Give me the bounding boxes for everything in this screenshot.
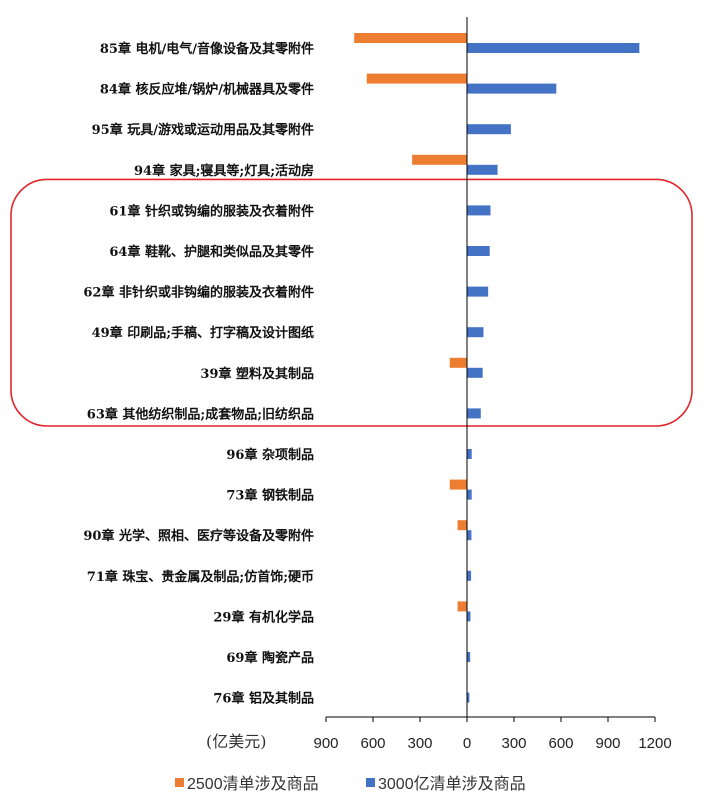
category-label: 71章 珠宝、贵金属及制品;仿首饰;硬币 — [87, 569, 314, 585]
bar-3000-list — [467, 489, 472, 500]
category-label: 90章 光学、照相、医疗等设备及零附件 — [83, 528, 314, 544]
bar-3000-list — [467, 611, 471, 622]
x-tick-label: 900 — [595, 735, 620, 752]
category-label: 29章 有机化学品 — [213, 609, 314, 625]
bar-3000-list — [467, 652, 471, 662]
legend-swatch — [175, 778, 184, 787]
bar-3000-list — [467, 164, 498, 175]
x-tick-label: 300 — [501, 735, 526, 752]
bar-3000-list — [467, 43, 640, 53]
category-label: 96章 杂项制品 — [226, 447, 314, 463]
x-tick-label: 900 — [313, 735, 338, 752]
category-label: 61章 针织或钩编的服装及衣着附件 — [109, 203, 314, 219]
category-label: 94章 家具;寝具等;灯具;活动房 — [134, 163, 314, 179]
x-tick-label: 600 — [360, 735, 385, 752]
category-label: 63章 其他纺织制品;成套物品;旧纺织品 — [87, 406, 314, 422]
category-label: 49章 印刷品;手稿、打字稿及设计图纸 — [92, 325, 314, 341]
unit-label: (亿美元) — [206, 732, 267, 751]
category-label: 39章 塑料及其制品 — [200, 366, 314, 382]
bar-3000-list — [467, 286, 489, 297]
highlight-box — [10, 178, 693, 427]
bar-2500-list — [449, 357, 467, 368]
bar-3000-list — [467, 246, 490, 256]
bar-3000-list — [467, 205, 491, 216]
category-label: 73章 钢铁制品 — [226, 488, 314, 504]
bar-2500-list — [366, 73, 467, 84]
bar-2500-list — [449, 479, 467, 490]
bar-3000-list — [467, 83, 557, 94]
bar-2500-list — [412, 154, 467, 165]
bar-3000-list — [467, 367, 483, 378]
bar-3000-list — [467, 530, 472, 541]
category-label: 84章 核反应堆/锅炉/机械器具及零件 — [100, 82, 314, 98]
x-tick-label: 300 — [407, 735, 432, 752]
x-tick-label: 600 — [548, 735, 573, 752]
category-label: 76章 铝及其制品 — [213, 691, 314, 707]
bar-3000-list — [467, 449, 472, 459]
bar-2500-list — [354, 33, 467, 43]
category-label: 95章 玩具/游戏或运动用品及其零附件 — [92, 122, 314, 138]
legend-label: 3000亿清单涉及商品 — [378, 775, 526, 793]
category-label: 64章 鞋靴、护腿和类似品及其零件 — [109, 244, 314, 260]
category-label: 62章 非针织或非钩编的服装及衣着附件 — [83, 285, 314, 301]
bar-3000-list — [467, 408, 481, 419]
x-tick-label: 1200 — [638, 735, 671, 752]
x-tick-label: 0 — [463, 735, 471, 752]
legend-swatch — [366, 778, 375, 787]
bar-2500-list — [457, 520, 467, 531]
category-label: 69章 陶瓷产品 — [226, 650, 314, 666]
bar-2500-list — [457, 601, 467, 612]
bar-3000-list — [467, 692, 470, 703]
bar-3000-list — [467, 124, 511, 135]
legend-label: 2500清单涉及商品 — [187, 775, 319, 793]
bar-3000-list — [467, 570, 472, 581]
bar-3000-list — [467, 327, 484, 338]
category-label: 85章 电机/电气/音像设备及其零附件 — [100, 41, 314, 57]
